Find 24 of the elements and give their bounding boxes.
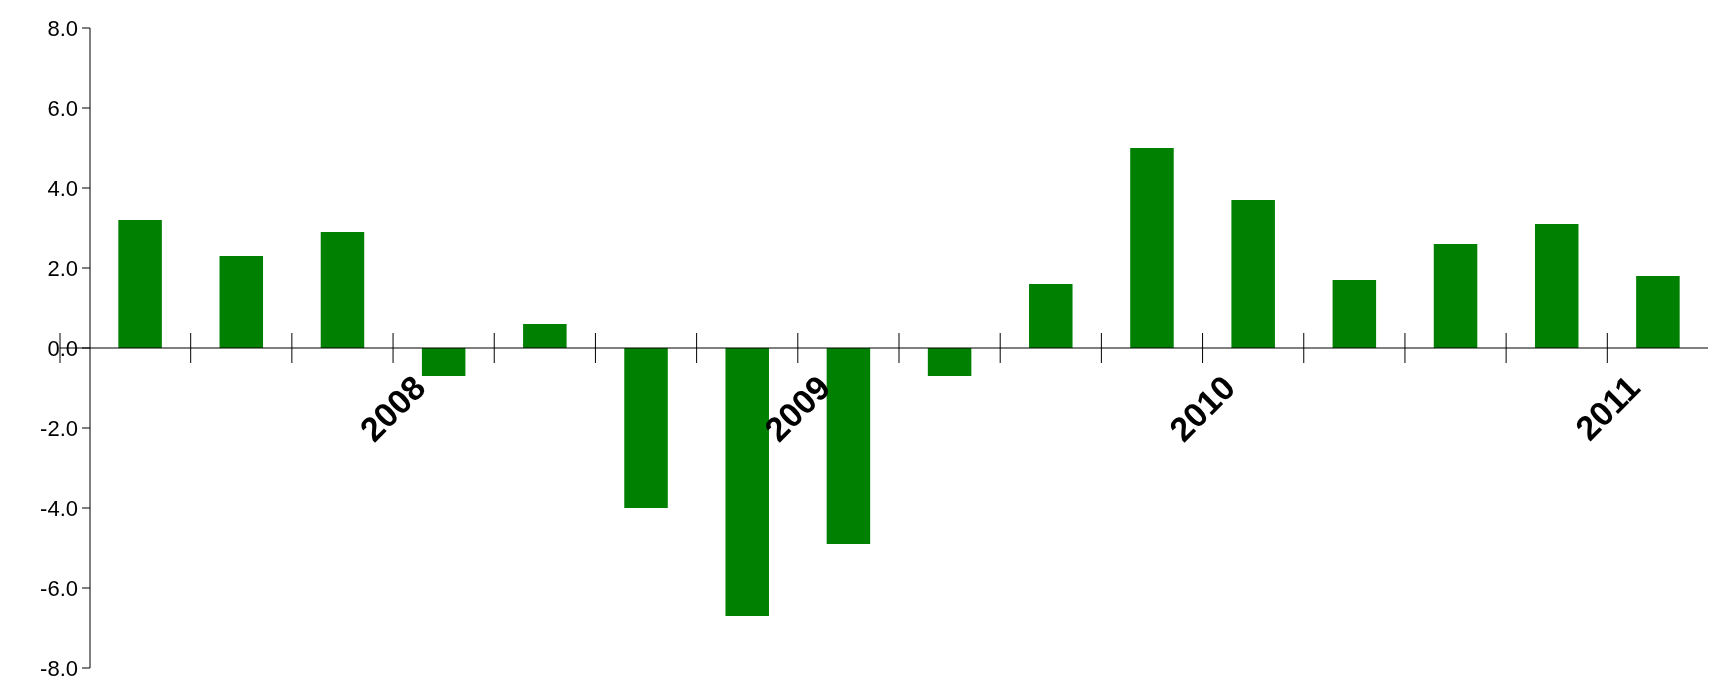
y-tick-label: -4.0 — [40, 495, 78, 521]
y-tick-label: -8.0 — [40, 655, 78, 681]
bar — [1433, 244, 1478, 348]
bar — [118, 220, 162, 348]
bar — [1130, 148, 1174, 348]
bar — [421, 348, 466, 376]
bar — [826, 348, 871, 544]
y-tick-label: 2.0 — [47, 255, 78, 281]
bar — [624, 348, 668, 508]
bar — [219, 256, 264, 348]
y-tick-label: 6.0 — [47, 95, 78, 121]
y-tick-label: 0.0 — [47, 335, 78, 361]
bar — [1029, 284, 1073, 348]
y-tick-label: -6.0 — [40, 575, 78, 601]
bar — [1534, 224, 1579, 348]
bar — [927, 348, 972, 376]
bar — [523, 324, 567, 348]
y-tick-label: -2.0 — [40, 415, 78, 441]
y-tick-label: 8.0 — [47, 15, 78, 41]
bar — [1332, 280, 1377, 348]
bar — [1231, 200, 1275, 348]
bar — [320, 232, 365, 348]
bar — [1636, 276, 1680, 348]
y-tick-label: 4.0 — [47, 175, 78, 201]
